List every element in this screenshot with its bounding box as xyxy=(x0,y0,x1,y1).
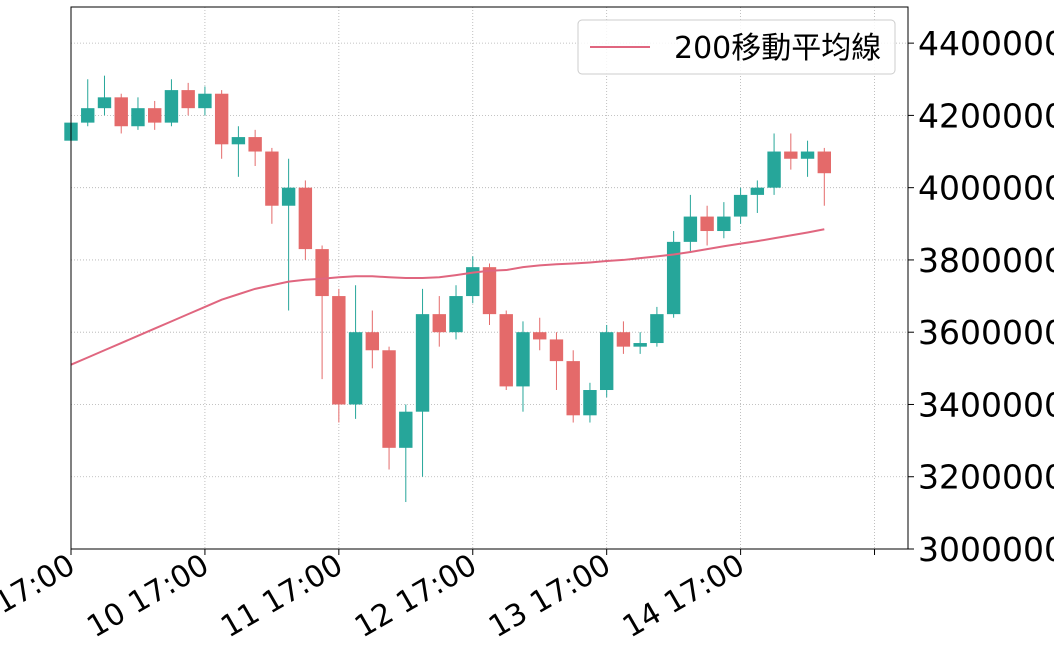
y-tick-label: 4000000 xyxy=(918,169,1054,208)
candle-body xyxy=(265,151,279,206)
candle-body xyxy=(767,151,781,188)
candle-body xyxy=(566,361,580,416)
x-tick-label: 11 17:00 xyxy=(215,548,349,645)
candle-body xyxy=(616,332,631,347)
candle-body xyxy=(415,314,430,412)
candle-body xyxy=(449,296,463,333)
y-tick-label: 4400000 xyxy=(918,24,1054,63)
y-tick-label: 3200000 xyxy=(918,458,1054,497)
y-tick-label: 3600000 xyxy=(918,313,1054,352)
y-tick-label: 3800000 xyxy=(918,241,1054,280)
moving-average-line xyxy=(70,228,825,366)
candle-body xyxy=(516,332,530,387)
candle-body xyxy=(198,93,212,109)
candle-body xyxy=(466,267,480,297)
candle-body xyxy=(633,343,647,347)
candle-body xyxy=(432,314,446,333)
candle-body xyxy=(599,332,614,391)
candle-body xyxy=(482,267,497,315)
candle-body xyxy=(298,187,313,250)
x-tick-label: 09 17:00 xyxy=(0,548,81,645)
candle-body xyxy=(315,249,329,297)
candle-body xyxy=(365,332,380,351)
candle-body xyxy=(148,108,162,123)
candle-body xyxy=(800,151,815,159)
x-tick-label: 14 17:00 xyxy=(617,548,751,645)
candle-body xyxy=(131,108,145,127)
candle-body xyxy=(817,151,831,174)
candle-body xyxy=(399,411,413,448)
candle-body xyxy=(666,241,681,315)
plot-frame xyxy=(70,6,909,550)
candle-body xyxy=(683,216,698,242)
candle-body xyxy=(348,332,363,405)
candle-body xyxy=(750,187,765,195)
candle-body xyxy=(164,90,179,123)
candle-body xyxy=(231,137,246,145)
candle-body xyxy=(583,390,597,416)
candle-body xyxy=(382,350,396,448)
candle-body xyxy=(281,187,296,206)
candle-body xyxy=(733,194,748,217)
y-tick-label: 3400000 xyxy=(918,385,1054,424)
candle-body xyxy=(549,339,564,362)
x-tick-label: 13 17:00 xyxy=(483,548,617,645)
legend-box xyxy=(577,19,896,75)
candle-body xyxy=(717,216,731,232)
candle-body xyxy=(214,93,229,145)
candle-body xyxy=(81,108,95,123)
candle-body xyxy=(499,314,513,387)
candle-body xyxy=(332,296,346,405)
x-tick-label: 10 17:00 xyxy=(81,548,215,645)
candle-body xyxy=(533,332,547,340)
y-tick-label: 3000000 xyxy=(918,530,1054,569)
candle-body xyxy=(114,97,128,127)
y-tick-label: 4200000 xyxy=(918,96,1054,135)
x-tick-label: 12 17:00 xyxy=(349,548,483,645)
candle-body xyxy=(181,90,195,109)
candle-body xyxy=(97,97,112,109)
candle-body xyxy=(700,216,714,232)
candle-body xyxy=(248,137,262,152)
candle-body xyxy=(650,314,664,344)
legend-label: 200移動平均線 xyxy=(674,31,881,66)
candle-body xyxy=(784,151,798,159)
